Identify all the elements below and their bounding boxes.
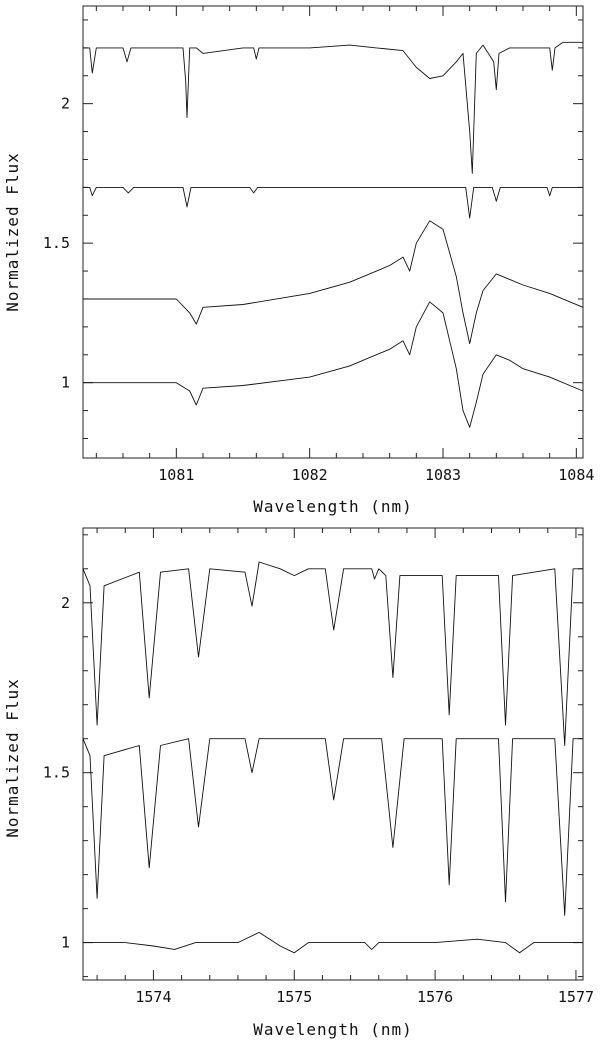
spectrum-line-bottom-1 <box>82 561 583 746</box>
plot-frame-top <box>82 5 584 459</box>
x-axis-label-bottom: Wavelength (nm) <box>253 1020 413 1039</box>
x-tick-labels-top: 1081 1082 1083 1084 <box>158 466 594 484</box>
plot-frame-bottom <box>82 527 584 981</box>
y-tick-label: 1.5 <box>43 234 70 252</box>
y-tick-label: 2 <box>61 95 70 113</box>
series-group-top <box>83 41 584 428</box>
x-tick-labels-bottom: 1574 1575 1576 1577 <box>135 988 594 1006</box>
spectrum-panel-bottom: 1574 1575 1576 1577 11.52 Wavelength (nm) N… <box>3 527 594 1039</box>
x-tick-label: 1082 <box>292 466 328 484</box>
x-tick-label: 1084 <box>558 466 594 484</box>
y-axis-label-bottom: Normalized Flux <box>3 678 22 838</box>
spectrum-line-top-2 <box>83 186 583 219</box>
y-axis-label-top: Normalized Flux <box>3 152 22 312</box>
y-tick-labels-top: 11.52 <box>43 95 70 392</box>
x-tick-label: 1577 <box>558 988 594 1006</box>
spectrum-line-bottom-3 <box>83 931 583 954</box>
y-tick-labels-bottom: 11.52 <box>43 594 70 952</box>
spectrum-panel-top: 1081 1082 1083 1084 11.52 Wavelength (nm) N… <box>3 5 594 516</box>
tick-marks-top <box>83 6 583 458</box>
spectrum-line-top-3 <box>83 220 584 345</box>
y-tick-label: 2 <box>61 594 70 612</box>
x-axis-label-top: Wavelength (nm) <box>253 497 413 516</box>
x-tick-label: 1081 <box>158 466 194 484</box>
x-tick-label: 1576 <box>417 988 453 1006</box>
x-tick-label: 1575 <box>276 988 312 1006</box>
spectrum-line-top-1 <box>83 41 583 174</box>
spectrum-line-bottom-2 <box>82 738 583 916</box>
x-tick-label: 1083 <box>425 466 461 484</box>
y-tick-label: 1 <box>61 374 70 392</box>
y-tick-label: 1 <box>61 934 70 952</box>
x-tick-label: 1574 <box>135 988 171 1006</box>
spectrum-line-top-4 <box>83 301 584 428</box>
y-tick-label: 1.5 <box>43 764 70 782</box>
series-group-bottom <box>82 561 583 954</box>
